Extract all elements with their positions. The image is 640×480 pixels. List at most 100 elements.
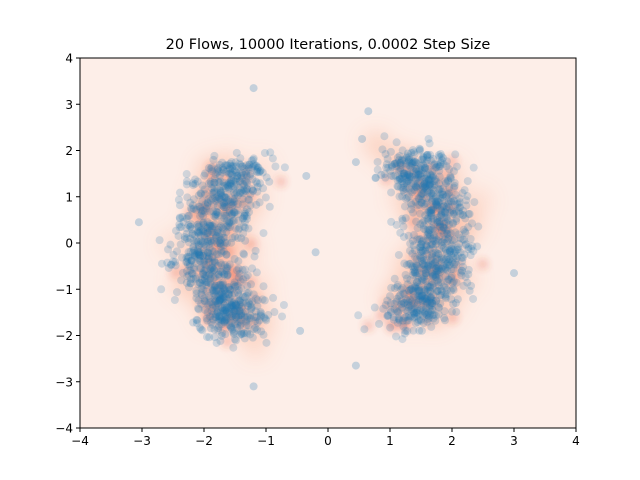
scatter-point	[451, 258, 460, 267]
scatter-point	[227, 218, 236, 227]
scatter-point	[190, 251, 199, 260]
scatter-point	[410, 268, 419, 277]
scatter-point	[221, 161, 230, 170]
scatter-point	[414, 310, 423, 319]
scatter-point	[380, 132, 389, 141]
scatter-point	[249, 160, 258, 169]
scatter-point	[196, 204, 205, 213]
scatter-point	[403, 307, 412, 316]
scatter-point	[426, 171, 435, 180]
scatter-point	[426, 182, 435, 191]
scatter-point	[442, 162, 451, 171]
scatter-point	[238, 214, 247, 223]
scatter-point	[381, 150, 390, 159]
scatter-point	[455, 194, 464, 203]
scatter-point	[175, 220, 184, 229]
scatter-point	[398, 316, 407, 325]
scatter-point	[228, 325, 237, 334]
scatter-point	[406, 285, 415, 294]
scatter-point	[219, 165, 228, 174]
scatter-point	[420, 256, 429, 265]
scatter-point	[256, 167, 265, 176]
scatter-point	[196, 231, 205, 240]
scatter-point	[473, 242, 482, 251]
scatter-point	[420, 294, 429, 303]
scatter-point	[413, 201, 422, 210]
scatter-point	[233, 281, 242, 290]
scatter-point	[456, 203, 465, 212]
scatter-point	[239, 171, 248, 180]
scatter-point	[207, 238, 216, 247]
scatter-point	[418, 307, 427, 316]
scatter-point	[354, 311, 363, 320]
scatter-point	[228, 198, 237, 207]
scatter-point	[428, 181, 437, 190]
scatter-point	[434, 270, 443, 279]
scatter-point	[211, 291, 220, 300]
scatter-point	[250, 325, 259, 334]
scatter-point	[414, 159, 423, 168]
scatter-point	[448, 258, 457, 267]
scatter-point	[196, 189, 205, 198]
scatter-point	[408, 164, 417, 173]
scatter-point	[416, 294, 425, 303]
scatter-point	[435, 162, 444, 171]
scatter-point	[447, 240, 456, 249]
scatter-point	[186, 222, 195, 231]
scatter-point	[449, 183, 458, 192]
scatter-point	[444, 261, 453, 270]
scatter-point	[445, 275, 454, 284]
scatter-point	[445, 246, 454, 255]
scatter-point	[231, 190, 240, 199]
scatter-point	[227, 304, 236, 313]
scatter-point	[214, 316, 223, 325]
scatter-point	[413, 298, 422, 307]
scatter-point	[214, 306, 223, 315]
scatter-point	[232, 175, 241, 184]
scatter-point	[425, 245, 434, 254]
scatter-point	[194, 222, 203, 231]
scatter-point	[206, 177, 215, 186]
scatter-point	[241, 307, 250, 316]
scatter-point	[194, 202, 203, 211]
scatter-point	[427, 206, 436, 215]
scatter-point	[227, 301, 236, 310]
scatter-point	[216, 186, 225, 195]
scatter-point	[469, 247, 478, 256]
scatter-point	[467, 219, 476, 228]
scatter-point	[409, 307, 418, 316]
scatter-point	[432, 255, 441, 264]
scatter-point	[395, 175, 404, 184]
scatter-point	[213, 168, 222, 177]
scatter-point	[229, 188, 238, 197]
scatter-point	[404, 298, 413, 307]
scatter-point	[390, 299, 399, 308]
scatter-point	[439, 230, 448, 239]
scatter-point	[243, 315, 252, 324]
scatter-point	[395, 156, 404, 165]
scatter-point	[214, 225, 223, 234]
scatter-point	[200, 305, 209, 314]
scatter-point	[235, 176, 244, 185]
scatter-point	[440, 223, 449, 232]
scatter-point	[431, 248, 440, 257]
scatter-point	[364, 107, 373, 116]
scatter-point	[242, 184, 251, 193]
scatter-point	[429, 214, 438, 223]
scatter-point	[212, 310, 221, 319]
scatter-point	[223, 270, 232, 279]
scatter-point	[226, 304, 235, 313]
scatter-point	[435, 152, 444, 161]
scatter-point	[402, 153, 411, 162]
scatter-point	[399, 185, 408, 194]
scatter-point	[244, 224, 253, 233]
scatter-point	[415, 146, 424, 155]
scatter-point	[240, 211, 249, 220]
scatter-point	[210, 273, 219, 282]
scatter-point	[400, 187, 409, 196]
scatter-point	[215, 238, 224, 247]
scatter-point	[414, 286, 423, 295]
scatter-point	[423, 250, 432, 259]
scatter-point	[226, 313, 235, 322]
scatter-point	[412, 164, 421, 173]
